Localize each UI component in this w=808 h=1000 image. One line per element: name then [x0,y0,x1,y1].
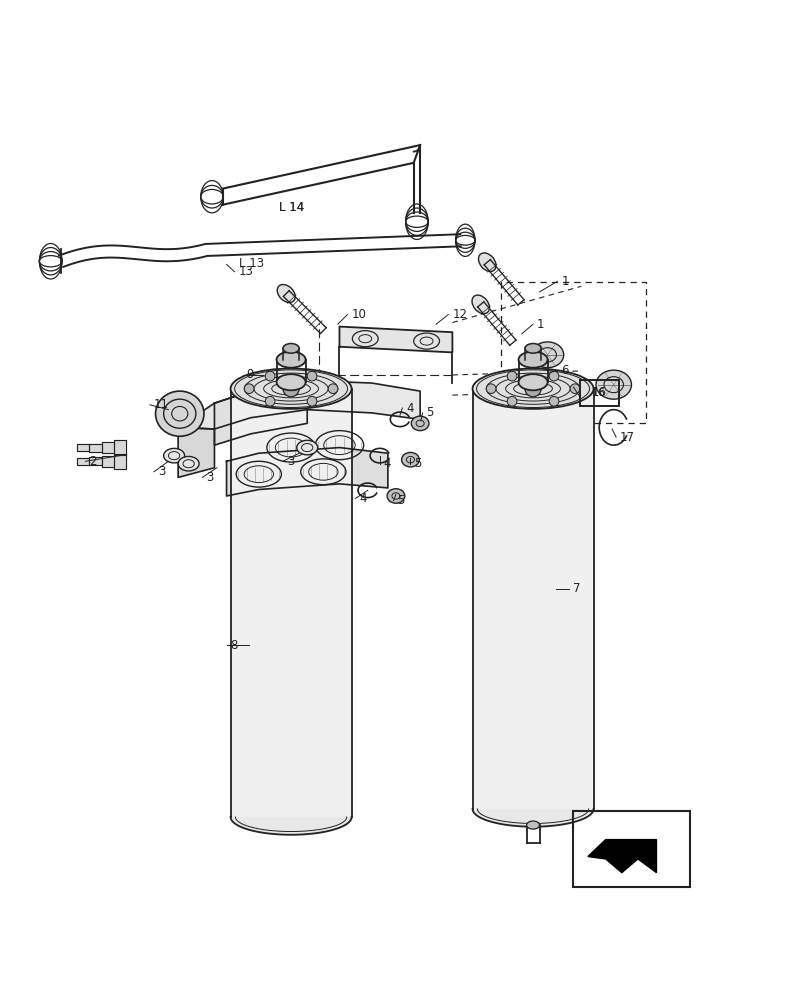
Text: 2: 2 [90,455,97,468]
Circle shape [507,396,517,406]
Text: 4: 4 [406,402,414,415]
Polygon shape [90,444,102,452]
Ellipse shape [277,285,295,303]
Ellipse shape [478,253,496,272]
Polygon shape [78,444,90,451]
Text: L 13: L 13 [238,257,263,270]
Ellipse shape [297,440,318,455]
Polygon shape [102,442,114,453]
Text: 1: 1 [562,275,569,288]
Text: 3: 3 [158,465,166,478]
Text: 5: 5 [398,494,405,507]
Polygon shape [178,427,214,477]
Text: 9: 9 [246,368,255,381]
Text: 13: 13 [238,265,254,278]
Text: 10: 10 [351,308,367,321]
Circle shape [244,384,254,394]
Circle shape [307,371,317,381]
Text: 8: 8 [230,639,238,652]
Circle shape [570,384,580,394]
Bar [580,380,619,406]
Ellipse shape [156,391,204,436]
Polygon shape [226,448,388,496]
Text: 1: 1 [537,318,545,331]
Polygon shape [114,440,126,455]
Ellipse shape [527,821,540,829]
Ellipse shape [525,344,541,353]
Text: 5: 5 [415,457,422,470]
Circle shape [525,381,541,397]
Text: 4: 4 [360,492,367,505]
Circle shape [283,381,299,397]
Ellipse shape [387,489,405,503]
Text: 12: 12 [452,308,467,321]
Bar [574,811,690,887]
Ellipse shape [164,448,184,463]
Circle shape [265,396,275,406]
Text: 4: 4 [384,457,391,470]
Ellipse shape [411,416,429,431]
Circle shape [486,384,496,394]
Circle shape [265,371,275,381]
Circle shape [549,371,559,381]
Circle shape [549,396,559,406]
Polygon shape [339,327,452,352]
Circle shape [307,396,317,406]
Bar [580,380,619,406]
Ellipse shape [276,374,305,390]
Ellipse shape [276,352,305,368]
Polygon shape [78,458,90,465]
Bar [230,389,351,817]
Polygon shape [102,456,114,467]
Text: 3: 3 [206,471,214,484]
Ellipse shape [473,369,594,409]
Polygon shape [178,381,420,429]
Polygon shape [214,381,307,445]
Ellipse shape [472,295,490,314]
Ellipse shape [519,352,548,368]
Polygon shape [588,840,656,873]
Polygon shape [90,457,102,465]
Text: 3: 3 [287,455,294,468]
Text: 7: 7 [574,582,581,595]
Ellipse shape [178,456,199,471]
Ellipse shape [283,344,299,353]
Ellipse shape [532,342,564,368]
Ellipse shape [519,374,548,390]
Polygon shape [114,454,126,469]
Text: 6: 6 [562,364,569,377]
Text: 5: 5 [427,406,434,419]
Circle shape [507,371,517,381]
Ellipse shape [230,369,351,409]
Text: L 14: L 14 [279,201,305,214]
Text: 17: 17 [621,431,635,444]
Ellipse shape [596,370,632,399]
Bar [473,389,594,809]
Text: L 14: L 14 [279,201,305,214]
Circle shape [328,384,338,394]
Ellipse shape [402,452,419,467]
Text: 16: 16 [592,388,606,398]
Text: 11: 11 [154,398,169,411]
Text: 16: 16 [591,386,607,399]
